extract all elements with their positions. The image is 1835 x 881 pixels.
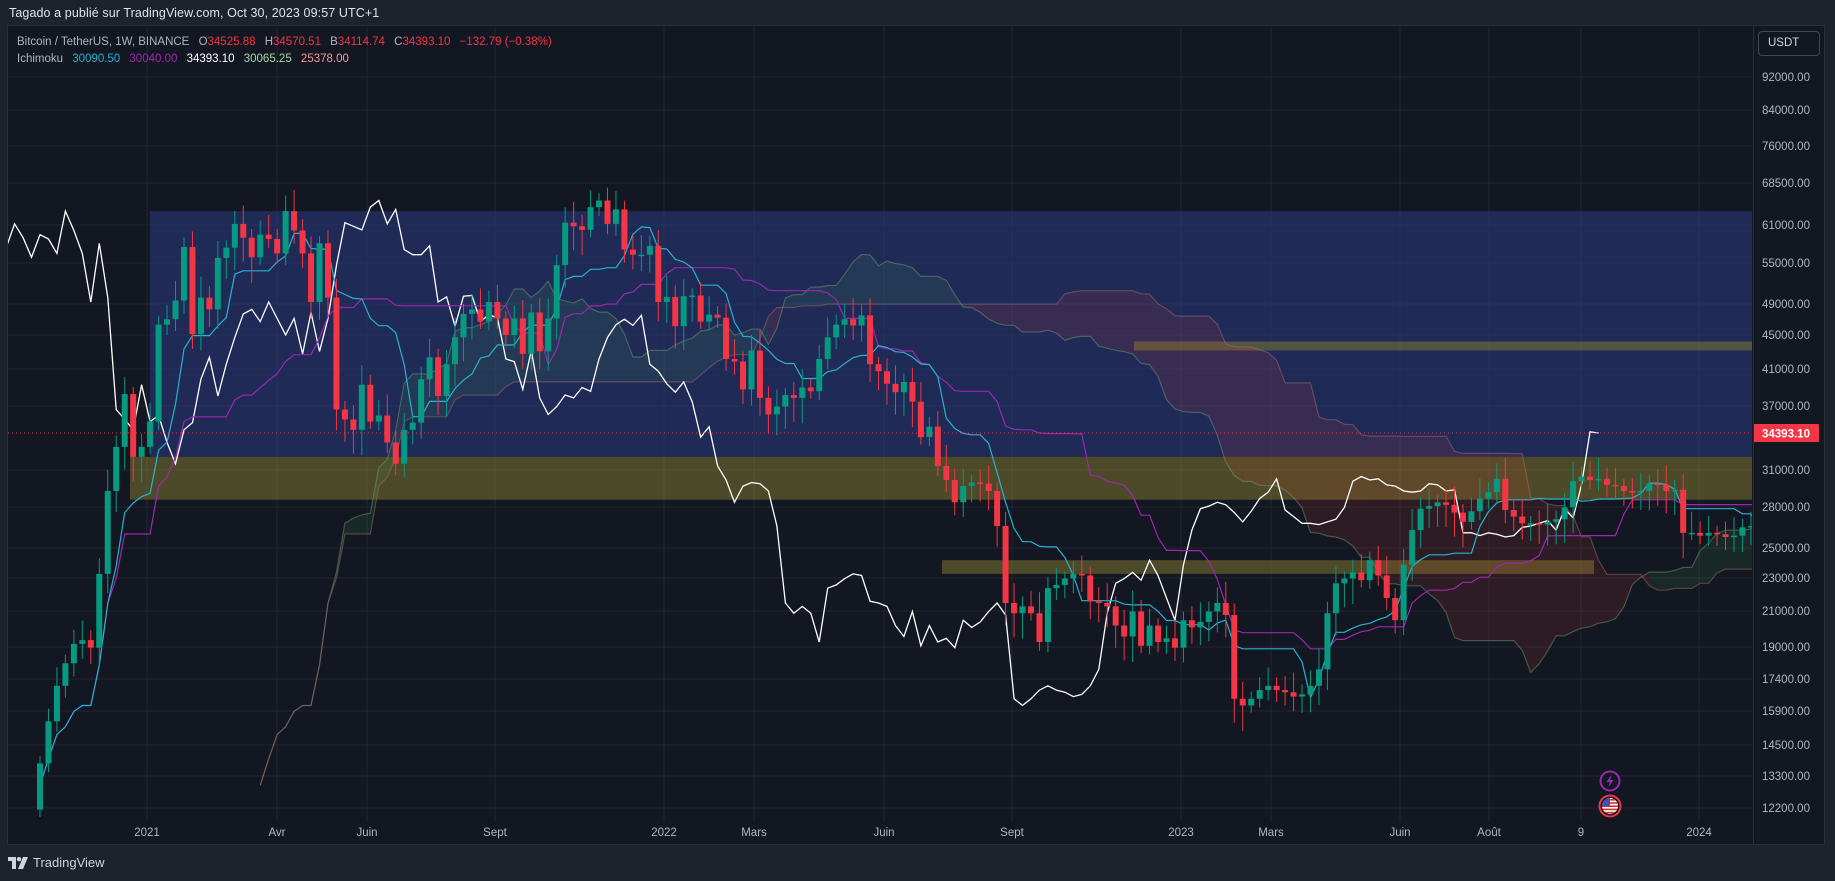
yellow-support-main-zone (130, 456, 1752, 500)
svg-text:2024: 2024 (1686, 827, 1712, 839)
chikou-span (8, 199, 1599, 707)
tradingview-logo-icon (8, 856, 28, 869)
indicator-row: Ichimoku 30090.50 30040.00 34393.10 3006… (17, 51, 558, 68)
currency-unit-button[interactable]: USDT (1758, 31, 1820, 56)
yellow-support-low-zone (942, 560, 1594, 574)
price-chart[interactable]: 92000.00 84000.00 76000.00 68500.00 61000.00… (8, 26, 1824, 844)
svg-text:15900.00: 15900.00 (1762, 706, 1810, 718)
senkou-span-b (259, 290, 1752, 786)
blue-range-zone (150, 211, 1752, 457)
indicator-name[interactable]: Ichimoku (17, 53, 64, 65)
svg-text:84000.00: 84000.00 (1762, 105, 1810, 117)
svg-text:25000.00: 25000.00 (1762, 543, 1810, 555)
svg-text:2022: 2022 (651, 827, 677, 839)
ohlc-low: B34114.74 (330, 36, 385, 48)
svg-text:13300.00: 13300.00 (1762, 771, 1810, 783)
svg-text:Mars: Mars (741, 827, 767, 839)
svg-text:12200.00: 12200.00 (1762, 803, 1810, 815)
lightning-icon[interactable] (1599, 770, 1621, 797)
senkou-b-value: 25378.00 (300, 53, 349, 65)
yellow-resistance-high-zone (1134, 341, 1752, 351)
svg-text:49000.00: 49000.00 (1762, 299, 1810, 311)
last-price-label (1753, 424, 1819, 443)
svg-text:28000.00: 28000.00 (1762, 502, 1810, 514)
svg-text:9: 9 (1578, 827, 1584, 839)
svg-text:31000.00: 31000.00 (1762, 465, 1810, 477)
symbol-title[interactable]: Bitcoin / TetherUS, 1W, BINANCE (17, 36, 190, 48)
us-flag-icon[interactable] (1598, 794, 1622, 823)
svg-text:2021: 2021 (134, 827, 160, 839)
svg-text:Mars: Mars (1258, 827, 1284, 839)
footer-brand-text: TradingView (33, 855, 105, 870)
senkou-a-value: 30065.25 (243, 53, 292, 65)
svg-text:2023: 2023 (1168, 827, 1194, 839)
svg-text:Juin: Juin (1389, 827, 1410, 839)
published-by-header: Tagado a publié sur TradingView.com, Oct… (9, 6, 380, 20)
chikou-value: 34393.10 (186, 53, 235, 65)
svg-text:Juin: Juin (873, 827, 894, 839)
svg-text:Sept: Sept (1000, 827, 1024, 839)
svg-text:41000.00: 41000.00 (1762, 364, 1810, 376)
svg-text:Août: Août (1477, 827, 1501, 839)
svg-text:Avr: Avr (268, 827, 285, 839)
svg-text:68500.00: 68500.00 (1762, 178, 1810, 190)
svg-text:17400.00: 17400.00 (1762, 674, 1810, 686)
tenkan-value: 30090.50 (72, 53, 121, 65)
svg-text:34393.10: 34393.10 (1762, 429, 1810, 441)
svg-text:37000.00: 37000.00 (1762, 401, 1810, 413)
svg-text:Juin: Juin (356, 827, 377, 839)
svg-text:76000.00: 76000.00 (1762, 141, 1810, 153)
ohlc-open: O34525.88 (198, 36, 256, 48)
price-change: −132.79 (−0.38%) (459, 36, 552, 48)
svg-text:23000.00: 23000.00 (1762, 573, 1810, 585)
price-axis-divider (1753, 26, 1754, 844)
ohlc-close: C34393.10 (394, 36, 451, 48)
svg-text:92000.00: 92000.00 (1762, 72, 1810, 84)
chart-legend: Bitcoin / TetherUS, 1W, BINANCE O34525.8… (17, 34, 558, 68)
svg-text:45000.00: 45000.00 (1762, 330, 1810, 342)
svg-text:14500.00: 14500.00 (1762, 740, 1810, 752)
kijun-value: 30040.00 (129, 53, 178, 65)
svg-text:Sept: Sept (483, 827, 507, 839)
svg-text:21000.00: 21000.00 (1762, 606, 1810, 618)
footer-brand[interactable]: TradingView (8, 855, 105, 870)
symbol-row: Bitcoin / TetherUS, 1W, BINANCE O34525.8… (17, 34, 558, 51)
svg-text:61000.00: 61000.00 (1762, 220, 1810, 232)
ohlc-high: H34570.51 (264, 36, 321, 48)
svg-text:55000.00: 55000.00 (1762, 258, 1810, 270)
svg-text:19000.00: 19000.00 (1762, 642, 1810, 654)
